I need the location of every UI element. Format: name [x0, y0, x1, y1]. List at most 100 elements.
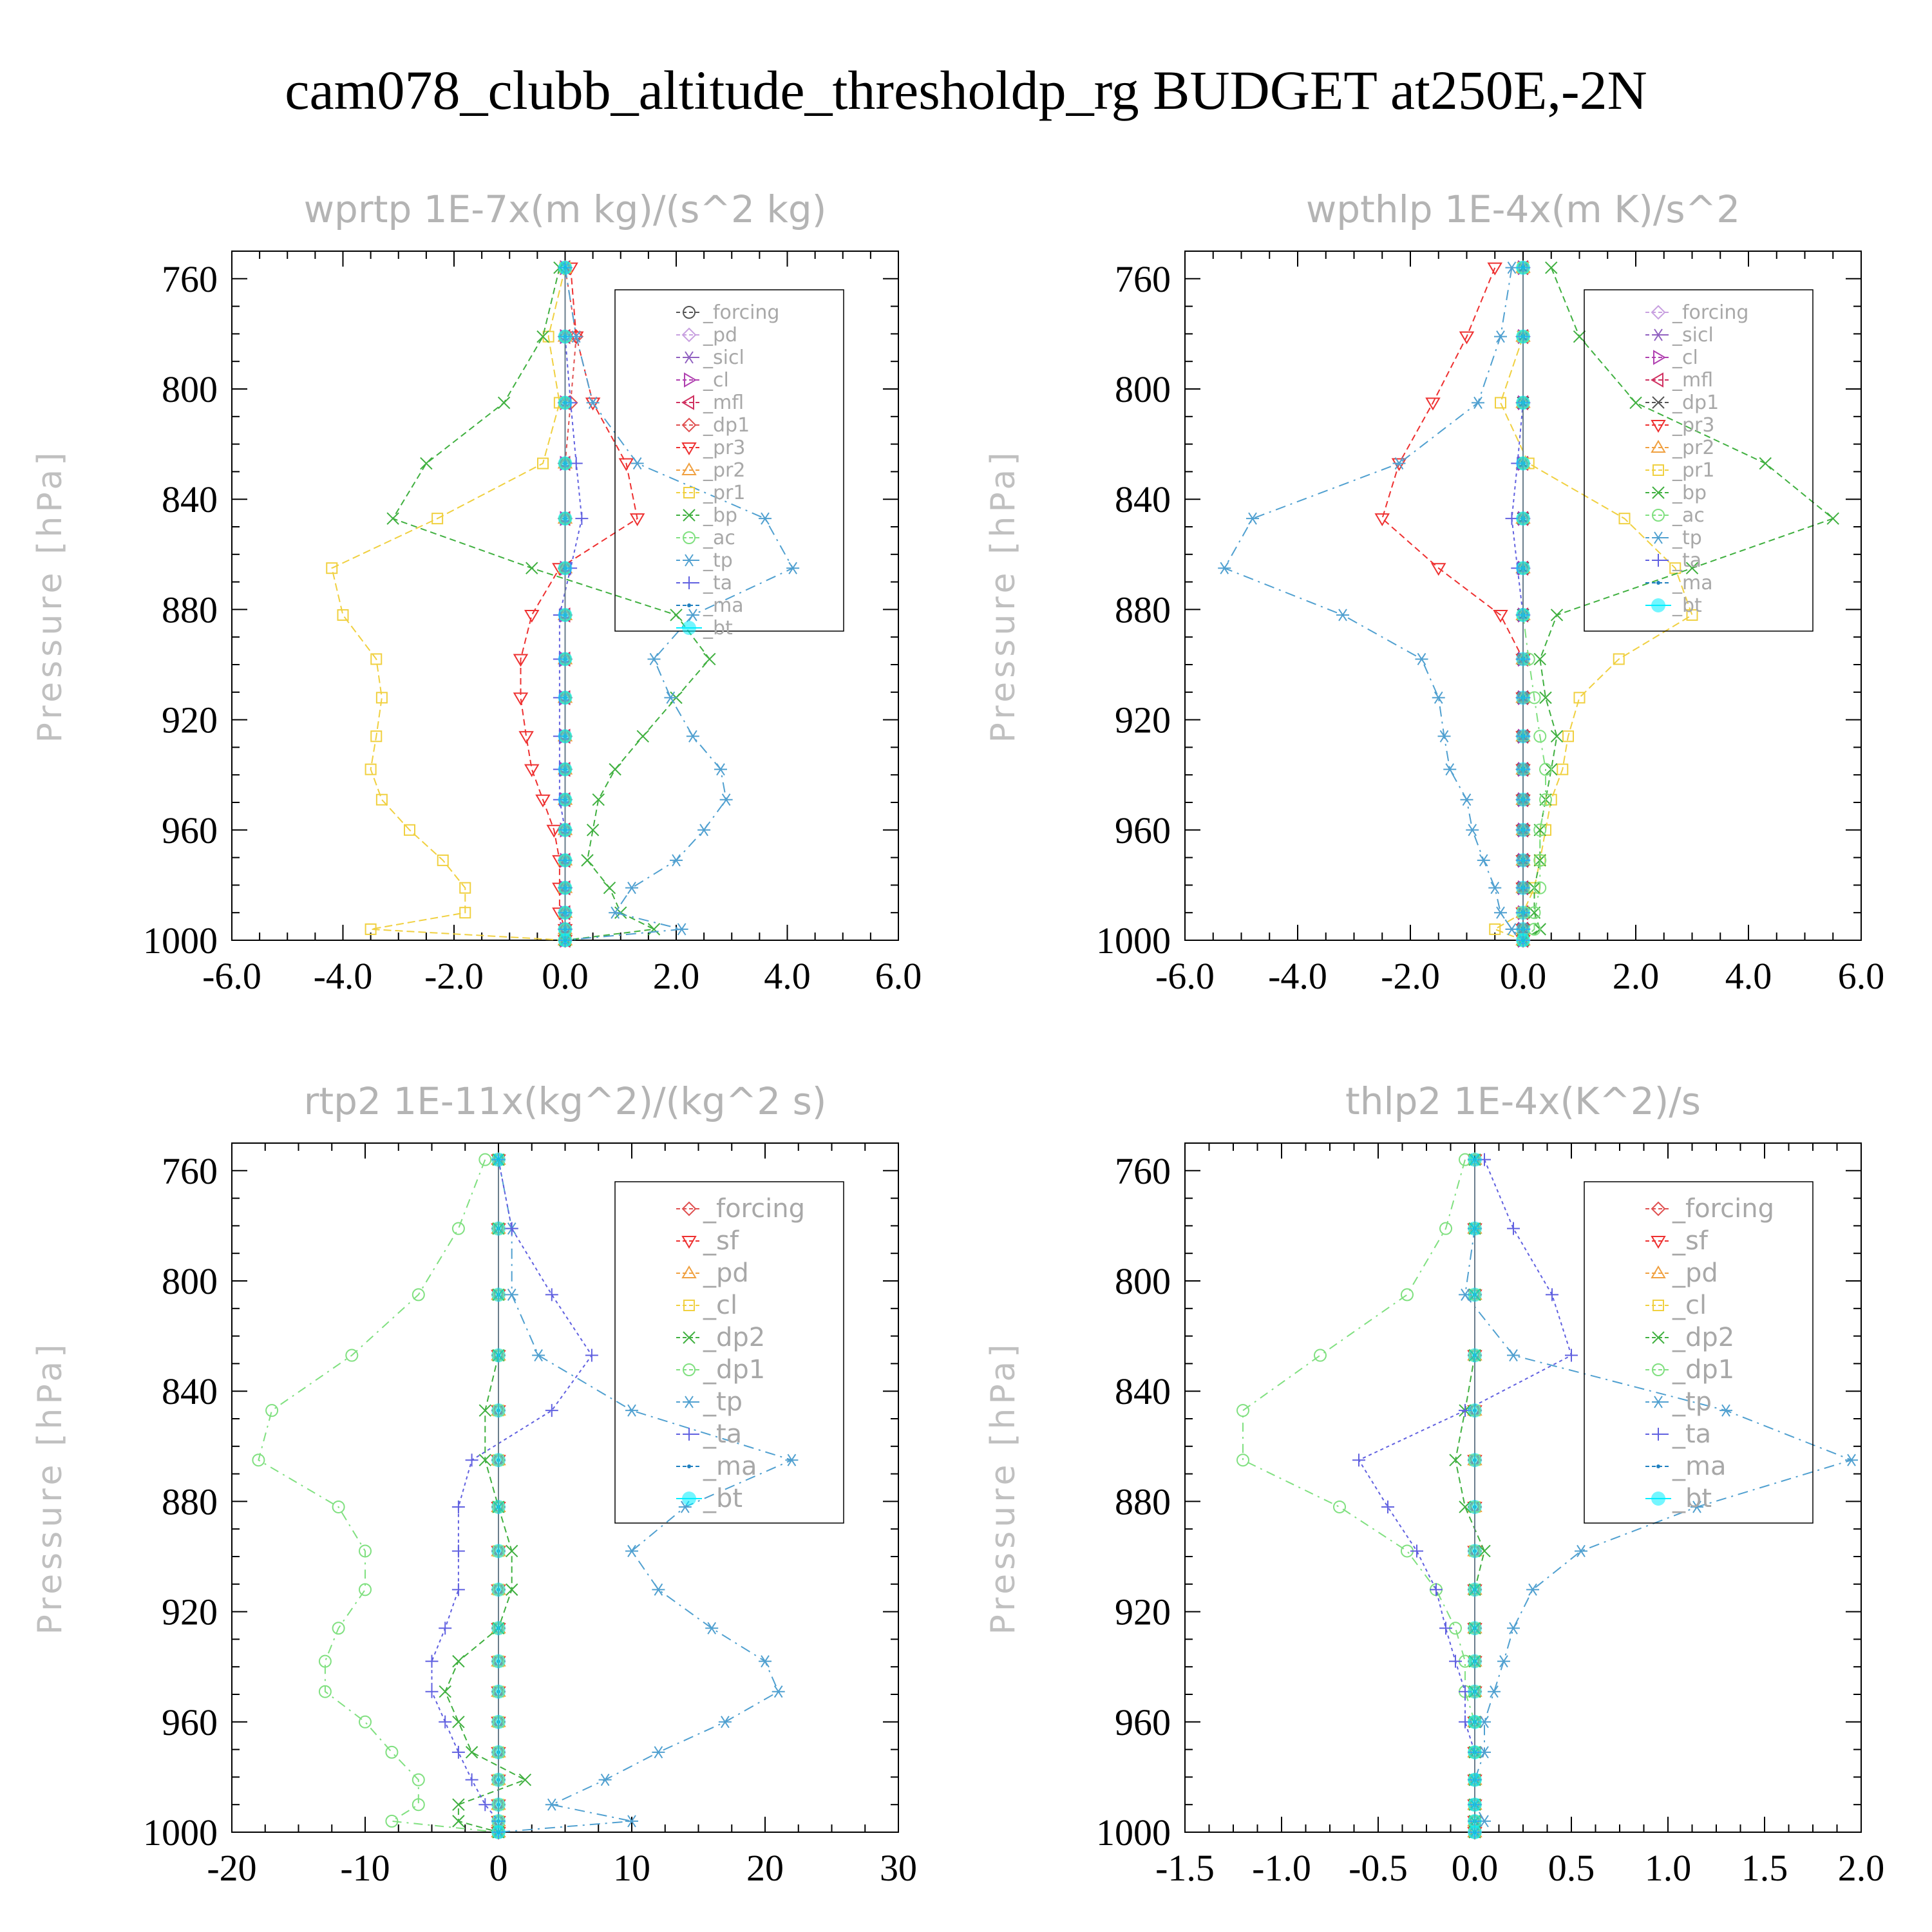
data-point: [569, 331, 584, 345]
x-tick-label: -1.0: [1252, 1847, 1311, 1889]
data-point: [345, 1349, 359, 1362]
legend-label: _pr1: [1672, 459, 1714, 482]
legend-marker: [683, 487, 695, 498]
data-point: [558, 762, 573, 777]
series-line: [1223, 267, 1524, 941]
legend-marker: [683, 1331, 696, 1344]
data-point: [385, 1814, 399, 1828]
legend-marker: [681, 417, 697, 433]
data-point: [1516, 511, 1530, 526]
data-point: [652, 1583, 665, 1596]
data-point: [1336, 609, 1349, 621]
data-point: [365, 923, 377, 935]
legend-label: _bt: [1672, 594, 1702, 617]
legend-marker: [1652, 1396, 1665, 1408]
legend-label: _forcing: [703, 1194, 805, 1224]
series-line: [1522, 267, 1546, 941]
y-tick-label: 1000: [143, 1812, 218, 1853]
series-pr3: [1374, 262, 1531, 948]
legend-marker: [1653, 350, 1666, 365]
data-point: [1333, 1500, 1346, 1513]
data-point: [1493, 609, 1508, 623]
legend-entry: _tp: [1645, 1387, 1712, 1417]
data-point: [1415, 652, 1428, 665]
data-point: [714, 763, 727, 776]
data-point: [1690, 1501, 1703, 1513]
data-point: [1533, 730, 1547, 743]
data-point: [491, 1797, 506, 1812]
data-point: [1759, 457, 1772, 470]
legend-entry: _sicl: [676, 346, 744, 369]
legend-label: _dp2: [1672, 1323, 1734, 1352]
series-pr1: [326, 261, 571, 946]
data-point: [478, 1798, 492, 1812]
legend-marker: [1651, 1236, 1666, 1249]
chart-panel-1: wprtp 1E-7x(m kg)/(s^2 kg) Pressure [hPa]…: [31, 187, 922, 997]
legend-entry: _dp2: [1645, 1323, 1734, 1352]
data-point: [1533, 652, 1546, 666]
data-point: [759, 512, 772, 525]
data-point: [558, 511, 573, 526]
data-point: [558, 607, 573, 622]
legend: _forcing_sf_pd _cl _dp2 _dp1_tp_ta _ma _bt: [1584, 1181, 1814, 1524]
legend-entry: _bp: [676, 504, 737, 527]
data-point: [1246, 512, 1259, 525]
data-point: [545, 1798, 558, 1811]
x-tick-label: -2.0: [424, 955, 484, 997]
legend-box: [614, 1181, 844, 1524]
data-point: [1468, 1654, 1482, 1669]
data-point: [603, 881, 616, 895]
y-tick-label: 920: [1115, 699, 1171, 741]
data-point: [1516, 690, 1530, 705]
legend-marker: [683, 306, 696, 319]
legend-marker: [1651, 598, 1665, 612]
data-point: [532, 1349, 545, 1362]
x-tick-label: 1.5: [1741, 1847, 1788, 1889]
y-tick-label: 920: [1115, 1591, 1171, 1633]
legend-label: _ac: [703, 527, 735, 549]
data-point: [1460, 793, 1473, 806]
data-point: [1826, 512, 1839, 525]
data-point: [1437, 730, 1451, 743]
data-point: [1573, 692, 1586, 704]
data-point: [1468, 1684, 1482, 1699]
data-point: [686, 730, 699, 743]
data-point: [1539, 793, 1552, 806]
data-point: [1685, 562, 1699, 574]
data-point: [1439, 1622, 1452, 1635]
data-point: [425, 1685, 439, 1698]
y-tick-label: 880: [1115, 1481, 1171, 1522]
legend-marker: [683, 1396, 696, 1408]
legend-marker: [682, 621, 696, 635]
y-tick-label: 760: [1115, 1150, 1171, 1192]
data-point: [491, 1287, 506, 1302]
data-point: [359, 1544, 372, 1558]
data-point: [1425, 397, 1441, 411]
series-line: [1511, 267, 1524, 940]
data-point: [598, 1774, 612, 1786]
data-point: [478, 1153, 492, 1166]
series-dp1: [1236, 1153, 1481, 1839]
legend-label: _sicl: [1672, 324, 1714, 346]
data-point: [558, 822, 573, 837]
y-tick-label: 840: [162, 478, 218, 520]
data-point: [1550, 609, 1564, 621]
data-point: [1468, 1221, 1482, 1236]
series-line: [1522, 267, 1835, 941]
legend-entry: _forcing: [1645, 301, 1748, 324]
legend-label: _sf: [703, 1226, 739, 1256]
legend: _forcing_pd_sicl_cl_mfl_dp1_pr3_pr2_pr1_…: [614, 289, 844, 639]
legend-marker: [683, 351, 696, 364]
data-point: [332, 1622, 345, 1635]
data-point: [431, 513, 444, 525]
legend-entry: _bt: [676, 1484, 743, 1513]
data-point: [1487, 262, 1502, 276]
x-tick-label: 6.0: [875, 955, 922, 997]
legend-entry: _ac: [676, 527, 735, 549]
legend-marker: [683, 1428, 696, 1441]
legend-entry: _cl: [676, 369, 729, 392]
data-point: [1468, 1453, 1482, 1468]
data-point: [1477, 854, 1490, 867]
x-tick-label: -6.0: [1155, 955, 1215, 997]
y-tick-label: 800: [162, 1260, 218, 1302]
